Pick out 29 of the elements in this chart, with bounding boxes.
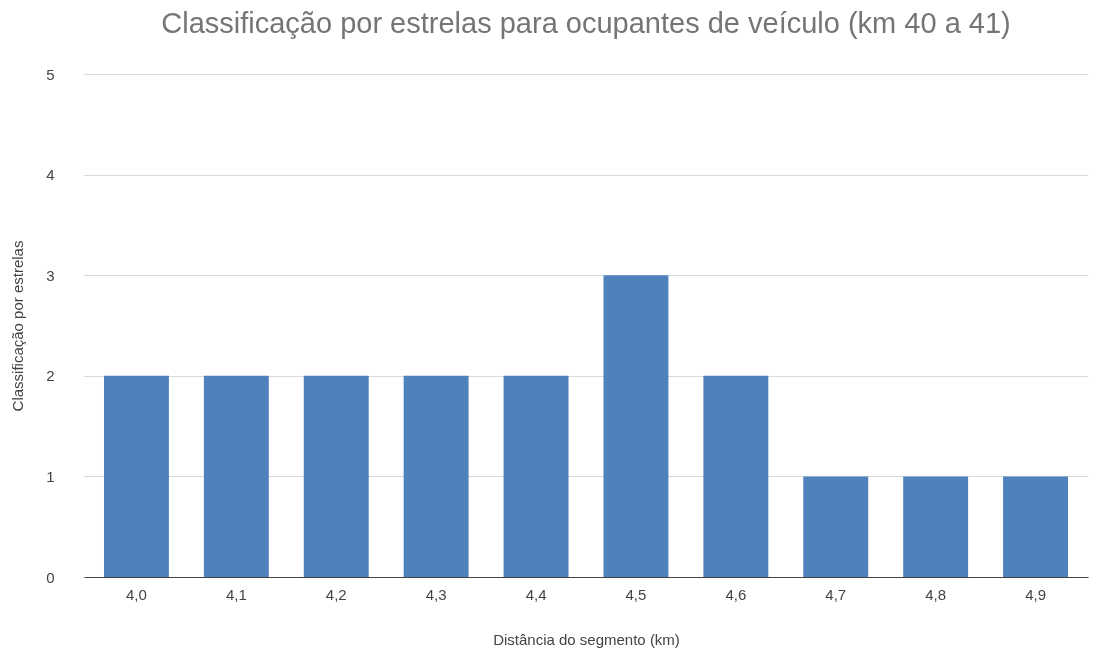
bar xyxy=(203,375,269,577)
bar xyxy=(903,476,969,577)
x-tick-label: 4,6 xyxy=(725,585,747,603)
bar xyxy=(803,476,869,577)
x-tick-label: 4,3 xyxy=(425,585,447,603)
y-axis-title: Classificação por estrelas xyxy=(9,240,27,412)
x-tick-label: 4,0 xyxy=(126,585,147,603)
x-tick-label: 4,1 xyxy=(225,585,247,603)
chart-title: Classificação por estrelas para ocupantes de veículo (km 40 a 41) xyxy=(161,7,1011,39)
x-tick-label: 4,7 xyxy=(825,585,847,603)
bar xyxy=(1003,476,1069,577)
y-tick-label: 2 xyxy=(46,367,55,385)
bar xyxy=(503,375,569,577)
bar xyxy=(403,375,469,577)
x-axis-title: Distância do segmento (km) xyxy=(493,630,680,648)
x-tick-label: 4,5 xyxy=(625,585,647,603)
bar xyxy=(303,375,369,577)
bar xyxy=(703,375,769,577)
x-tick-label: 4,9 xyxy=(1025,585,1046,603)
x-tick-label: 4,8 xyxy=(925,585,947,603)
y-tick-label: 4 xyxy=(46,166,55,184)
bar xyxy=(603,275,669,577)
x-tick-label: 4,4 xyxy=(525,585,547,603)
x-tick-label: 4,2 xyxy=(325,585,347,603)
y-tick-label: 3 xyxy=(46,266,55,284)
y-tick-label: 1 xyxy=(46,467,55,485)
bar xyxy=(103,375,169,577)
y-tick-label: 0 xyxy=(46,568,55,586)
y-tick-label: 5 xyxy=(46,65,55,83)
